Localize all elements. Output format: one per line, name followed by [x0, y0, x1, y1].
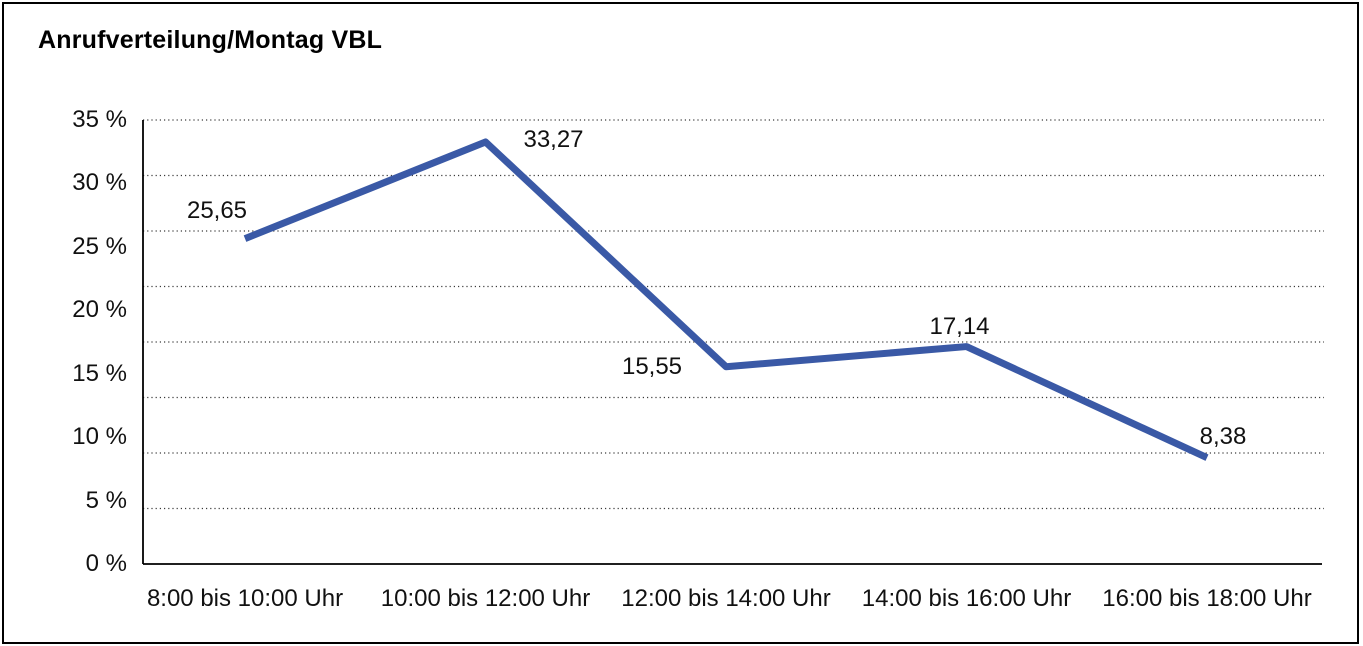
data-point-label: 8,38 [1199, 422, 1247, 450]
chart-title: Anrufverteilung/Montag VBL [38, 26, 383, 54]
data-point-label: 33,27 [523, 125, 584, 153]
x-category-label: 14:00 bis 16:00 Uhr [861, 585, 1072, 612]
y-tick-label: 0 % [85, 550, 127, 577]
x-category-label: 8:00 bis 10:00 Uhr [146, 585, 344, 612]
y-tick-label: 15 % [72, 359, 127, 387]
data-point-label: 15,55 [621, 352, 683, 380]
y-tick-label: 20 % [72, 296, 127, 324]
y-tick-label: 5 % [85, 486, 127, 514]
y-tick-label: 30 % [72, 169, 127, 197]
y-tick-label: 35 % [72, 106, 127, 133]
data-point-label: 17,14 [929, 312, 990, 340]
x-category-label: 16:00 bis 18:00 Uhr [1102, 585, 1312, 612]
y-tick-label: 25 % [72, 232, 127, 260]
data-point-label: 25,65 [186, 196, 248, 224]
x-category-label: 10:00 bis 12:00 Uhr [380, 585, 591, 612]
y-tick-label: 10 % [72, 423, 127, 451]
data-line-series [243, 138, 1209, 461]
x-category-label: 12:00 bis 14:00 Uhr [621, 585, 831, 612]
